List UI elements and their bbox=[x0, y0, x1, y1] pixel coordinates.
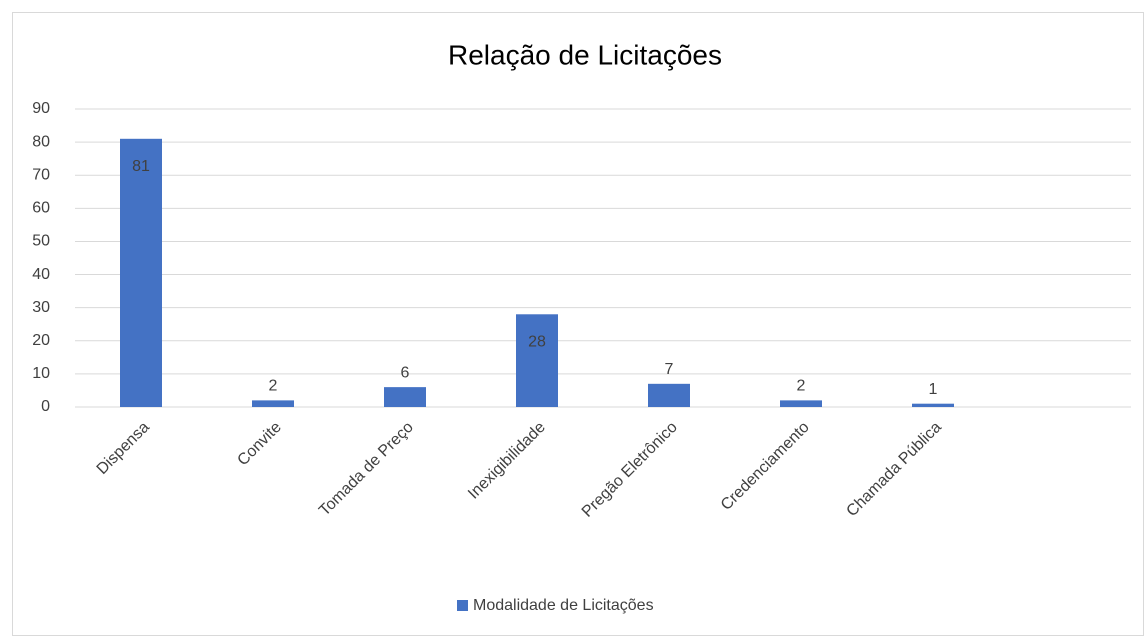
chart-frame bbox=[12, 12, 1144, 636]
bar bbox=[780, 400, 822, 407]
y-tick-label: 40 bbox=[32, 266, 50, 283]
data-label: 7 bbox=[665, 361, 674, 378]
data-label: 28 bbox=[528, 334, 546, 351]
y-tick-label: 80 bbox=[32, 133, 50, 150]
y-tick-label: 10 bbox=[32, 365, 50, 382]
data-label: 81 bbox=[132, 158, 150, 175]
data-label: 6 bbox=[401, 364, 410, 381]
bar bbox=[120, 138, 162, 408]
data-label: 2 bbox=[797, 378, 806, 395]
y-tick-label: 30 bbox=[32, 299, 50, 316]
y-tick-label: 0 bbox=[41, 398, 50, 415]
chart-title: Relação de Licitações bbox=[448, 39, 722, 70]
y-tick-label: 70 bbox=[32, 166, 50, 183]
data-label: 2 bbox=[269, 378, 278, 395]
y-tick-label: 90 bbox=[32, 100, 50, 117]
legend-label: Modalidade de Licitações bbox=[473, 597, 654, 614]
y-tick-label: 20 bbox=[32, 332, 50, 349]
bar bbox=[516, 314, 558, 407]
y-tick-label: 60 bbox=[32, 200, 50, 217]
bar bbox=[384, 387, 426, 407]
legend-swatch bbox=[457, 600, 468, 611]
data-label: 1 bbox=[929, 381, 938, 398]
bar bbox=[648, 383, 690, 407]
bar bbox=[252, 400, 294, 407]
y-tick-label: 50 bbox=[32, 233, 50, 250]
bar bbox=[912, 403, 954, 407]
